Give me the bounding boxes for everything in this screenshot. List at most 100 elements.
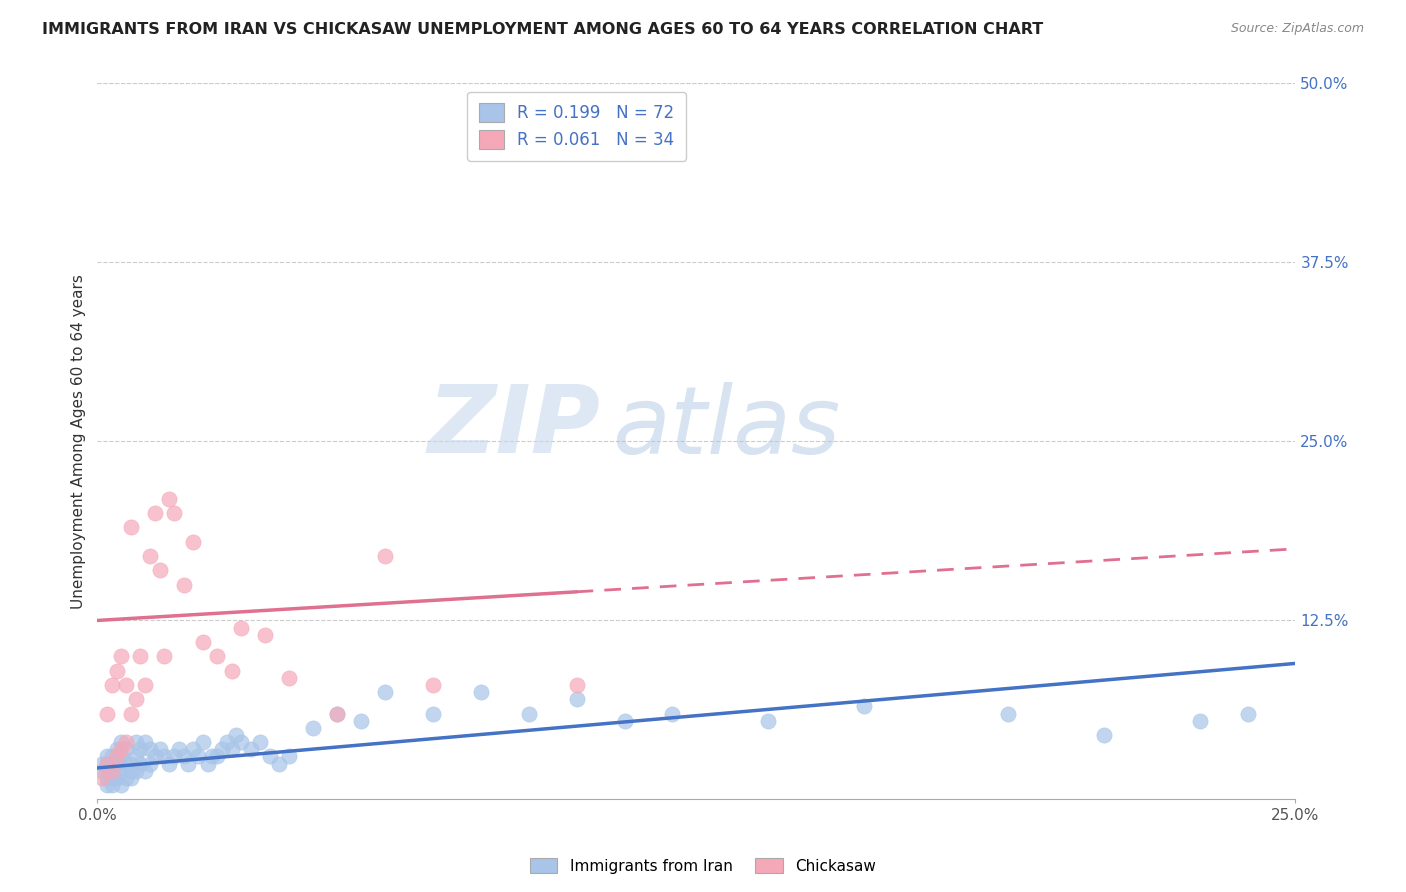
Point (239, 742, 262, 756)
Point (661, 706, 683, 721)
Point (1092, 728, 1115, 742)
Point (105, 664, 128, 678)
Point (278, 671, 301, 685)
Point (254, 628, 277, 642)
Point (96, 749, 118, 764)
Point (269, 756, 291, 771)
Point (110, 749, 132, 764)
Point (565, 678, 588, 692)
Point (100, 778, 122, 792)
Text: ZIP: ZIP (427, 381, 600, 473)
Point (100, 764, 122, 778)
Point (105, 749, 128, 764)
Point (100, 749, 122, 764)
Point (115, 756, 138, 771)
Point (177, 756, 200, 771)
Point (139, 549, 162, 563)
Point (96, 778, 118, 792)
Point (143, 749, 166, 764)
Point (153, 749, 176, 764)
Point (110, 735, 132, 749)
Point (125, 692, 148, 706)
Point (139, 756, 162, 771)
Point (110, 764, 132, 778)
Point (110, 742, 132, 756)
Point (120, 764, 142, 778)
Point (205, 649, 228, 664)
Point (517, 706, 540, 721)
Point (350, 714, 373, 728)
Point (105, 771, 128, 785)
Point (96, 771, 118, 785)
Point (100, 771, 122, 785)
Point (125, 764, 148, 778)
Point (278, 749, 301, 764)
Point (205, 749, 228, 764)
Point (129, 742, 152, 756)
Legend: R = 0.199   N = 72, R = 0.061   N = 34: R = 0.199 N = 72, R = 0.061 N = 34 (467, 92, 686, 161)
Point (613, 714, 636, 728)
Point (149, 563, 172, 577)
Point (422, 706, 444, 721)
Point (302, 721, 325, 735)
Point (191, 735, 214, 749)
Point (201, 749, 224, 764)
Point (96, 756, 118, 771)
Point (115, 678, 138, 692)
Point (125, 749, 148, 764)
Point (997, 706, 1019, 721)
Text: Source: ZipAtlas.com: Source: ZipAtlas.com (1230, 22, 1364, 36)
Point (163, 749, 186, 764)
Point (326, 706, 349, 721)
Point (565, 692, 588, 706)
Point (134, 735, 156, 749)
Point (470, 685, 492, 699)
Point (149, 742, 172, 756)
Point (115, 735, 138, 749)
Point (110, 778, 132, 792)
Point (197, 756, 219, 771)
Point (163, 506, 186, 520)
Point (259, 749, 281, 764)
Point (173, 577, 195, 591)
Point (1188, 714, 1211, 728)
Point (211, 742, 233, 756)
Point (115, 771, 138, 785)
Point (853, 699, 876, 714)
Point (105, 742, 128, 756)
Point (143, 506, 166, 520)
Point (110, 649, 132, 664)
Text: IMMIGRANTS FROM IRAN VS CHICKASAW UNEMPLOYMENT AMONG AGES 60 TO 64 YEARS CORRELA: IMMIGRANTS FROM IRAN VS CHICKASAW UNEMPL… (42, 22, 1043, 37)
Point (1236, 706, 1258, 721)
Point (215, 735, 238, 749)
Point (229, 735, 252, 749)
Point (187, 749, 209, 764)
Point (129, 756, 152, 771)
Point (96, 706, 118, 721)
Point (105, 756, 128, 771)
Point (125, 735, 148, 749)
Y-axis label: Unemployment Among Ages 60 to 64 years: Unemployment Among Ages 60 to 64 years (72, 274, 86, 609)
Point (91, 756, 114, 771)
Point (374, 685, 396, 699)
Point (134, 764, 156, 778)
Point (181, 534, 204, 549)
Point (221, 664, 243, 678)
Point (221, 742, 243, 756)
Point (100, 764, 122, 778)
Point (91, 764, 114, 778)
Point (115, 742, 138, 756)
Point (167, 742, 190, 756)
Legend: Immigrants from Iran, Chickasaw: Immigrants from Iran, Chickasaw (524, 852, 882, 880)
Point (157, 491, 180, 506)
Point (120, 771, 142, 785)
Point (120, 756, 142, 771)
Point (249, 735, 271, 749)
Point (173, 749, 195, 764)
Point (181, 742, 204, 756)
Point (153, 649, 176, 664)
Point (225, 728, 247, 742)
Point (91, 771, 114, 785)
Point (229, 621, 252, 635)
Point (96, 756, 118, 771)
